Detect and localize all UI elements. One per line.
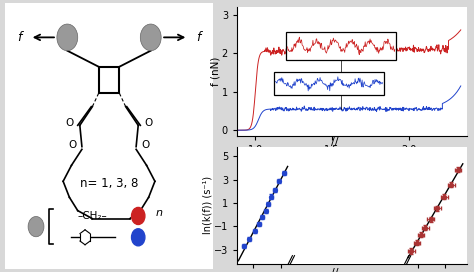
Text: //: // <box>331 268 338 272</box>
Text: f: f <box>197 31 201 44</box>
Text: n= 1, 3, 8: n= 1, 3, 8 <box>80 178 138 190</box>
Y-axis label: ln(k(f)) (s⁻¹): ln(k(f)) (s⁻¹) <box>202 176 212 234</box>
Text: O: O <box>65 118 73 128</box>
X-axis label: R/L₀: R/L₀ <box>342 156 362 166</box>
Circle shape <box>57 24 78 51</box>
Circle shape <box>140 24 161 51</box>
Y-axis label: f (nN): f (nN) <box>210 57 220 86</box>
Polygon shape <box>99 67 119 93</box>
Text: f: f <box>17 31 21 44</box>
Text: O: O <box>145 118 153 128</box>
Text: O: O <box>141 140 150 150</box>
Text: n: n <box>155 208 163 218</box>
Bar <box>274 72 384 95</box>
Text: –CH₂–: –CH₂– <box>78 211 108 221</box>
FancyBboxPatch shape <box>0 0 218 272</box>
Circle shape <box>28 217 44 237</box>
Circle shape <box>132 208 145 224</box>
Bar <box>286 32 396 60</box>
Circle shape <box>132 229 145 246</box>
Bar <box>291 133 407 272</box>
Text: //: // <box>331 137 338 147</box>
Text: O: O <box>68 140 77 150</box>
